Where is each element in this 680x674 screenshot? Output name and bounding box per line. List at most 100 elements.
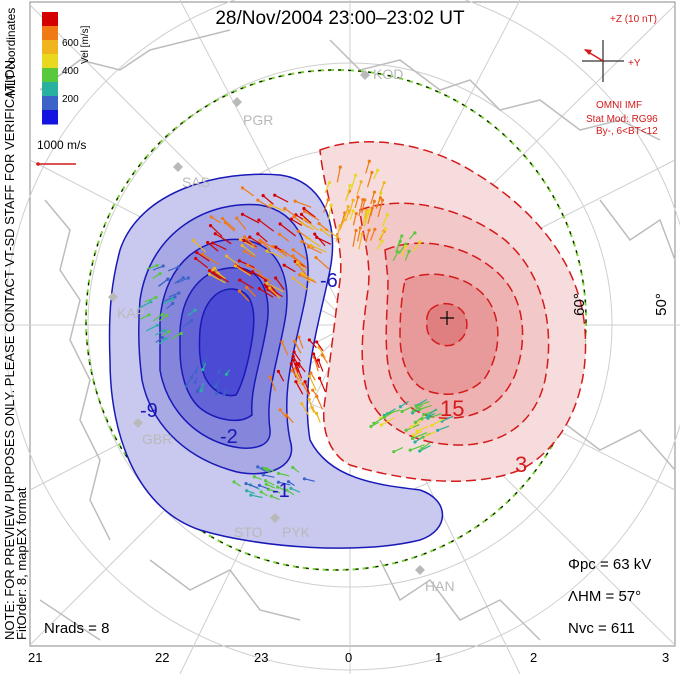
velocity-vector-origin: [356, 195, 360, 199]
velocity-vector: [339, 219, 345, 231]
vector-count: Nvc = 611: [568, 620, 635, 637]
velocity-vector-origin: [222, 393, 226, 397]
velocity-vector-origin: [294, 380, 298, 384]
velocity-vector-origin: [233, 264, 237, 268]
mlt-tick: 3: [662, 650, 670, 665]
colorbar-segment: [42, 96, 58, 111]
velocity-vector-origin: [283, 207, 287, 211]
velocity-vector: [298, 336, 304, 349]
velocity-vector: [299, 274, 317, 284]
velocity-vector-origin: [256, 198, 260, 202]
velocity-vector: [291, 218, 303, 226]
velocity-vector-origin: [301, 382, 305, 386]
velocity-vector: [145, 324, 158, 332]
station-markers: [108, 70, 425, 575]
velocity-vector-origin: [257, 287, 262, 291]
velocity-vector: [308, 375, 317, 391]
velocity-vector-origin: [382, 181, 386, 185]
velocity-vector: [244, 250, 256, 258]
velocity-vector-origin: [240, 186, 245, 190]
velocity-vector: [209, 270, 222, 280]
velocity-vector-origin: [290, 369, 294, 373]
velocity-vector: [352, 230, 357, 247]
velocity-vector-origin: [189, 376, 193, 380]
velocity-vector-origin: [410, 436, 415, 441]
velocity-vector-origin: [372, 199, 376, 203]
velocity-vector: [279, 223, 296, 237]
velocity-vector-origin: [237, 259, 241, 263]
mlt-tick: 1: [435, 650, 443, 665]
mlt-tick: 21: [28, 650, 43, 665]
velocity-vector: [308, 246, 322, 254]
velocity-vector-origin: [179, 331, 183, 336]
potential-maximum-marker: [440, 311, 454, 325]
velocity-vector-origin: [327, 180, 332, 185]
velocity-vector: [213, 272, 230, 283]
imf-source-label: OMNI IMF: [596, 100, 643, 111]
velocity-vector-origin: [276, 471, 281, 475]
velocity-vector: [356, 181, 362, 196]
velocity-vector: [301, 403, 310, 416]
velocity-vector-origin: [207, 269, 212, 273]
velocity-vector-origin: [309, 243, 313, 247]
velocity-vector: [317, 359, 324, 372]
velocity-vector: [163, 298, 173, 305]
velocity-vector-origin: [396, 250, 400, 254]
colorbar-title: Vel [m/s]: [80, 25, 91, 64]
velocity-vector: [167, 266, 179, 272]
velocity-vector: [302, 383, 310, 397]
velocity-vector-origin: [413, 440, 417, 444]
velocity-vector: [316, 413, 321, 423]
velocity-vector-origin: [307, 374, 312, 378]
velocity-vector: [267, 289, 278, 297]
velocity-vector-origin: [351, 209, 355, 213]
velocity-vector: [409, 444, 425, 451]
velocity-vector-origin: [418, 449, 422, 453]
velocity-vector-origin: [177, 291, 181, 295]
velocity-vector-origin: [313, 232, 317, 236]
velocity-vector: [304, 210, 320, 221]
velocity-vector: [365, 230, 370, 243]
velocity-vector: [284, 208, 296, 217]
velocity-vector: [270, 204, 286, 212]
velocity-vector-origin: [307, 397, 311, 401]
velocity-vector-origin: [165, 277, 170, 281]
velocity-vector-origin: [351, 198, 355, 202]
velocity-vector: [411, 419, 422, 428]
velocity-vector-origin: [191, 238, 195, 242]
velocity-vector: [278, 481, 291, 486]
velocity-vector-origin: [366, 210, 370, 214]
contour-label-negative: -1: [272, 480, 290, 502]
velocity-vector: [325, 229, 342, 240]
velocity-vector: [294, 341, 302, 354]
colorbar-segment: [42, 40, 58, 55]
velocity-vector: [345, 185, 351, 202]
velocity-vector: [242, 213, 260, 224]
velocity-vector: [257, 199, 272, 209]
scale-vector-label: 1000 m/s: [37, 138, 87, 152]
velocity-vector: [421, 442, 431, 450]
velocity-vector: [214, 233, 232, 245]
velocity-vector-origin: [147, 313, 151, 317]
velocity-vector-origin: [400, 409, 404, 414]
velocity-vector: [210, 225, 223, 238]
velocity-vector-origin: [238, 237, 242, 241]
velocity-vector-origin: [268, 375, 272, 379]
velocity-vector: [381, 417, 395, 426]
velocity-vector-origin: [195, 388, 199, 393]
velocity-vector-origin: [195, 250, 199, 255]
velocity-vector-origin: [370, 170, 374, 175]
velocity-vector: [417, 425, 429, 432]
station-label: KAP: [117, 305, 146, 321]
velocity-vector-origin: [291, 358, 295, 362]
velocity-vector: [415, 398, 428, 407]
velocity-vector-origin: [300, 221, 304, 225]
velocity-vector-origin: [232, 480, 236, 484]
velocity-vector: [152, 313, 163, 322]
velocity-vector-origin: [237, 289, 242, 293]
velocity-vector-origin: [367, 159, 371, 163]
contour-label-positive: 3: [515, 452, 528, 477]
velocity-vector: [348, 200, 354, 215]
velocity-vector-origin: [256, 465, 260, 469]
velocity-vector: [259, 288, 274, 298]
